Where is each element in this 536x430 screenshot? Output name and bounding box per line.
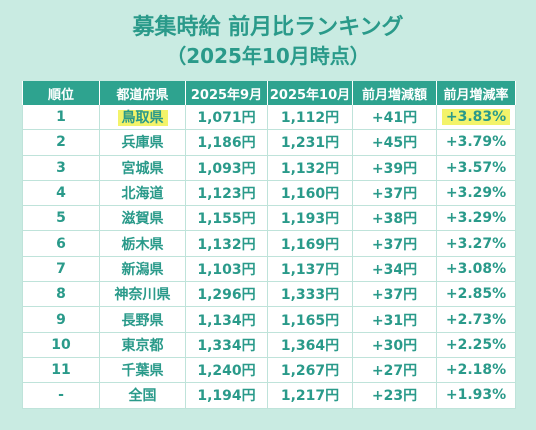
cell-change-amount: +27円 bbox=[352, 357, 437, 384]
cell-change-rate: +3.83% bbox=[436, 105, 516, 131]
table-row: 6 栃木県 1,132円 1,169円 +37円 +3.27% bbox=[22, 230, 516, 257]
cell-change-rate: +2.85% bbox=[436, 281, 516, 308]
highlighted-value: +3.83% bbox=[441, 109, 511, 126]
cell-sep-wage: 1,186円 bbox=[185, 129, 268, 156]
title-sub: （2025年10月時点） bbox=[166, 44, 370, 68]
column-header-sep-wage: 2025年9月 bbox=[185, 81, 268, 105]
cell-change-rate: +3.29% bbox=[436, 180, 516, 207]
cell-prefecture: 滋賀県 bbox=[99, 205, 186, 232]
cell-rank: 11 bbox=[22, 357, 100, 384]
ranking-table: 順位 都道府県 2025年9月 2025年10月 前月増減額 前月増減率 1 鳥取県 1,07… bbox=[22, 81, 516, 409]
table-row: 8 神奈川県 1,296円 1,333円 +37円 +2.85% bbox=[22, 281, 516, 308]
cell-sep-wage: 1,123円 bbox=[185, 180, 268, 207]
cell-sep-wage: 1,071円 bbox=[185, 105, 268, 131]
cell-change-rate: +2.73% bbox=[436, 306, 516, 333]
table-row: 4 北海道 1,123円 1,160円 +37円 +3.29% bbox=[22, 180, 516, 207]
cell-change-rate: +3.79% bbox=[436, 129, 516, 156]
cell-oct-wage: 1,193円 bbox=[267, 205, 353, 232]
table-row: 9 長野県 1,134円 1,165円 +31円 +2.73% bbox=[22, 306, 516, 333]
cell-prefecture: 千葉県 bbox=[99, 357, 186, 384]
cell-change-amount: +34円 bbox=[352, 256, 437, 283]
cell-oct-wage: 1,333円 bbox=[267, 281, 353, 308]
cell-oct-wage: 1,160円 bbox=[267, 180, 353, 207]
cell-change-amount: +31円 bbox=[352, 306, 437, 333]
cell-oct-wage: 1,165円 bbox=[267, 306, 353, 333]
table-row: 11 千葉県 1,240円 1,267円 +27円 +2.18% bbox=[22, 357, 516, 384]
cell-sep-wage: 1,134円 bbox=[185, 306, 268, 333]
cell-prefecture: 東京都 bbox=[99, 332, 186, 358]
cell-rank: 10 bbox=[22, 332, 100, 358]
cell-change-amount: +41円 bbox=[352, 105, 437, 131]
cell-rank: 4 bbox=[22, 180, 100, 207]
cell-oct-wage: 1,169円 bbox=[267, 230, 353, 257]
table-row: - 全国 1,194円 1,217円 +23円 +1.93% bbox=[22, 382, 516, 409]
cell-rank: 8 bbox=[22, 281, 100, 308]
cell-sep-wage: 1,240円 bbox=[185, 357, 268, 384]
cell-change-rate: +3.27% bbox=[436, 230, 516, 257]
cell-change-amount: +38円 bbox=[352, 205, 437, 232]
column-header-change-rate: 前月増減率 bbox=[436, 81, 516, 105]
cell-change-amount: +23円 bbox=[352, 382, 437, 409]
highlighted-value: 鳥取県 bbox=[117, 110, 168, 127]
cell-prefecture: 新潟県 bbox=[99, 256, 186, 283]
cell-prefecture: 神奈川県 bbox=[99, 281, 186, 308]
cell-oct-wage: 1,231円 bbox=[267, 129, 353, 156]
cell-rank: 2 bbox=[22, 129, 100, 156]
cell-sep-wage: 1,093円 bbox=[185, 155, 268, 181]
cell-prefecture: 北海道 bbox=[99, 180, 186, 207]
column-header-prefecture: 都道府県 bbox=[99, 81, 186, 105]
cell-oct-wage: 1,364円 bbox=[267, 332, 353, 358]
cell-oct-wage: 1,267円 bbox=[267, 357, 353, 384]
column-header-change-amount: 前月増減額 bbox=[352, 81, 437, 105]
cell-change-amount: +37円 bbox=[352, 180, 437, 207]
cell-oct-wage: 1,112円 bbox=[267, 105, 353, 131]
cell-change-amount: +30円 bbox=[352, 332, 437, 358]
column-header-oct-wage: 2025年10月 bbox=[267, 81, 353, 105]
cell-change-rate: +1.93% bbox=[436, 382, 516, 409]
cell-oct-wage: 1,132円 bbox=[267, 155, 353, 181]
cell-rank: 1 bbox=[22, 105, 100, 131]
cell-rank: - bbox=[22, 382, 100, 409]
table-row: 1 鳥取県 1,071円 1,112円 +41円 +3.83% bbox=[22, 105, 516, 131]
table-row: 7 新潟県 1,103円 1,137円 +34円 +3.08% bbox=[22, 256, 516, 283]
cell-prefecture: 栃木県 bbox=[99, 230, 186, 257]
cell-sep-wage: 1,103円 bbox=[185, 256, 268, 283]
title-main: 募集時給 前月比ランキング bbox=[132, 15, 404, 40]
cell-change-amount: +37円 bbox=[352, 230, 437, 257]
cell-rank: 6 bbox=[22, 230, 100, 257]
cell-sep-wage: 1,132円 bbox=[185, 230, 268, 257]
cell-prefecture: 鳥取県 bbox=[99, 105, 186, 131]
cell-oct-wage: 1,137円 bbox=[267, 256, 353, 283]
column-header-rank: 順位 bbox=[22, 81, 100, 105]
cell-change-rate: +3.08% bbox=[436, 256, 516, 283]
cell-sep-wage: 1,155円 bbox=[185, 205, 268, 232]
cell-sep-wage: 1,296円 bbox=[185, 281, 268, 308]
cell-change-rate: +2.18% bbox=[436, 357, 516, 384]
cell-prefecture: 全国 bbox=[99, 382, 186, 409]
cell-rank: 7 bbox=[22, 256, 100, 283]
cell-rank: 5 bbox=[22, 205, 100, 232]
cell-change-rate: +3.57% bbox=[436, 155, 516, 181]
table-row: 5 滋賀県 1,155円 1,193円 +38円 +3.29% bbox=[22, 205, 516, 232]
table-row: 10 東京都 1,334円 1,364円 +30円 +2.25% bbox=[22, 332, 516, 358]
header-row: 順位 都道府県 2025年9月 2025年10月 前月増減額 前月増減率 bbox=[22, 81, 516, 105]
cell-prefecture: 兵庫県 bbox=[99, 129, 186, 156]
cell-sep-wage: 1,194円 bbox=[185, 382, 268, 409]
cell-rank: 9 bbox=[22, 306, 100, 333]
cell-sep-wage: 1,334円 bbox=[185, 332, 268, 358]
cell-rank: 3 bbox=[22, 155, 100, 181]
cell-prefecture: 長野県 bbox=[99, 306, 186, 333]
cell-change-rate: +3.29% bbox=[436, 205, 516, 232]
table-row: 2 兵庫県 1,186円 1,231円 +45円 +3.79% bbox=[22, 129, 516, 156]
chart-title: 募集時給 前月比ランキング （2025年10月時点） bbox=[0, 14, 536, 70]
cell-change-amount: +37円 bbox=[352, 281, 437, 308]
cell-change-amount: +39円 bbox=[352, 155, 437, 181]
cell-prefecture: 宮城県 bbox=[99, 155, 186, 181]
table-body: 1 鳥取県 1,071円 1,112円 +41円 +3.83% 2 兵庫県 1,186円 1,23… bbox=[22, 105, 516, 409]
cell-change-rate: +2.25% bbox=[436, 332, 516, 358]
cell-change-amount: +45円 bbox=[352, 129, 437, 156]
cell-oct-wage: 1,217円 bbox=[267, 382, 353, 409]
table-row: 3 宮城県 1,093円 1,132円 +39円 +3.57% bbox=[22, 155, 516, 181]
